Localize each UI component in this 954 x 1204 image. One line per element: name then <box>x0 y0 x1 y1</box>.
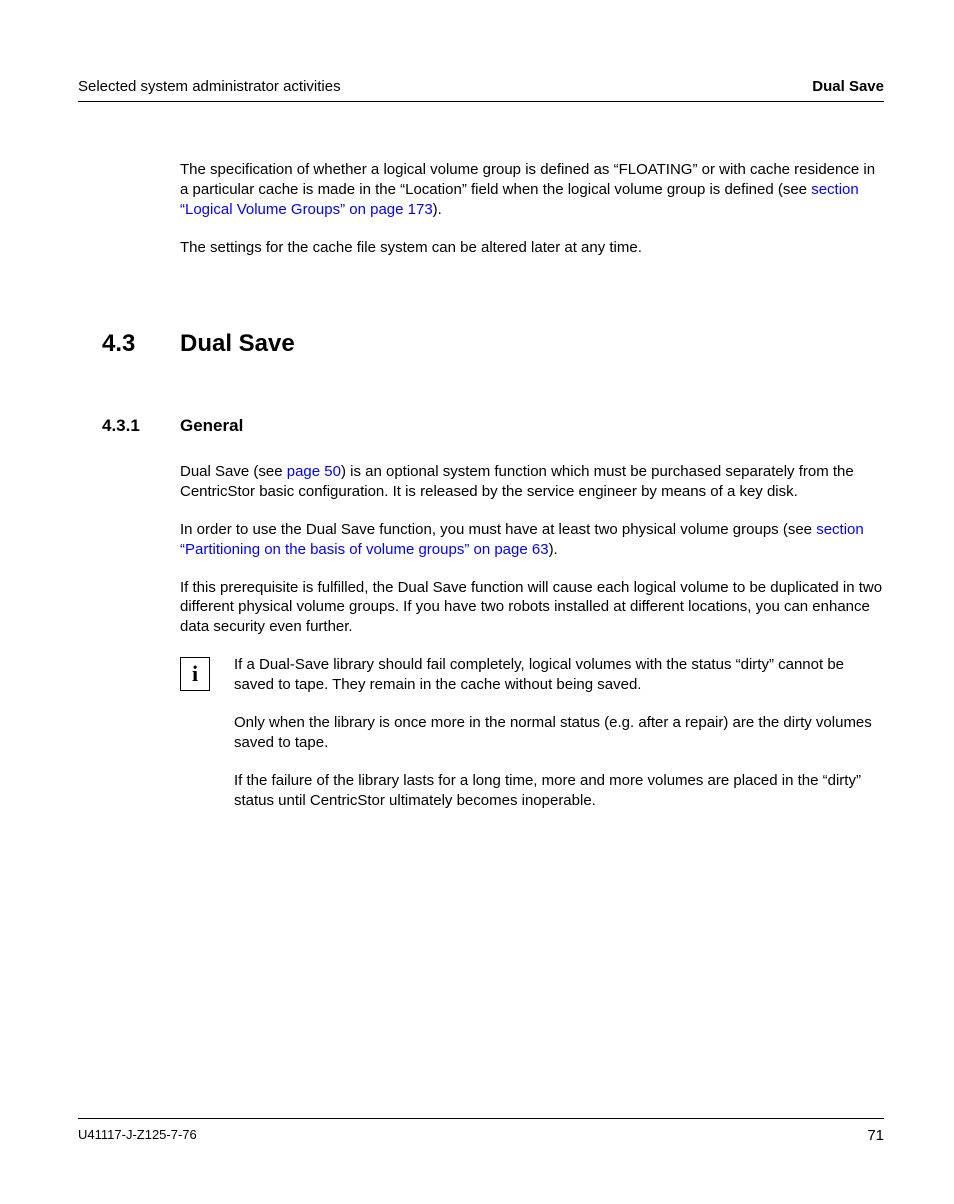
text-run: ). <box>549 541 558 558</box>
info-icon: i <box>180 657 210 691</box>
general-paragraph-2: In order to use the Dual Save function, … <box>180 520 884 560</box>
heading-2-number: 4.3 <box>102 330 180 358</box>
note-paragraph-1: If a Dual-Save library should fail compl… <box>234 655 884 695</box>
note-paragraph-3: If the failure of the library lasts for … <box>234 771 884 811</box>
body-column: The specification of whether a logical v… <box>180 160 884 258</box>
page-footer: U41117-J-Z125-7-76 71 <box>78 1118 884 1144</box>
general-paragraph-3: If this prerequisite is fulfilled, the D… <box>180 578 884 638</box>
link-page-50[interactable]: page 50 <box>287 463 341 480</box>
header-left: Selected system administrator activities <box>78 78 341 95</box>
note-paragraph-2: Only when the library is once more in th… <box>234 713 884 753</box>
text-run: ). <box>433 201 442 218</box>
heading-2: 4.3 Dual Save <box>102 330 884 358</box>
footer-page-number: 71 <box>867 1127 884 1144</box>
info-note: i If a Dual-Save library should fail com… <box>180 655 884 811</box>
intro-paragraph-2: The settings for the cache file system c… <box>180 238 884 258</box>
intro-paragraph-1: The specification of whether a logical v… <box>180 160 884 220</box>
running-header: Selected system administrator activities… <box>78 78 884 102</box>
footer-doc-id: U41117-J-Z125-7-76 <box>78 1127 197 1144</box>
text-run: The specification of whether a logical v… <box>180 161 875 198</box>
info-note-text: If a Dual-Save library should fail compl… <box>234 655 884 811</box>
text-run: Dual Save (see <box>180 463 287 480</box>
body-column: Dual Save (see page 50) is an optional s… <box>180 462 884 638</box>
text-run: In order to use the Dual Save function, … <box>180 521 816 538</box>
page-container: Selected system administrator activities… <box>78 78 884 1144</box>
header-right: Dual Save <box>812 78 884 95</box>
heading-3-number: 4.3.1 <box>102 416 180 436</box>
heading-2-title: Dual Save <box>180 330 295 358</box>
heading-3: 4.3.1 General <box>102 416 884 436</box>
heading-3-title: General <box>180 416 243 436</box>
general-paragraph-1: Dual Save (see page 50) is an optional s… <box>180 462 884 502</box>
